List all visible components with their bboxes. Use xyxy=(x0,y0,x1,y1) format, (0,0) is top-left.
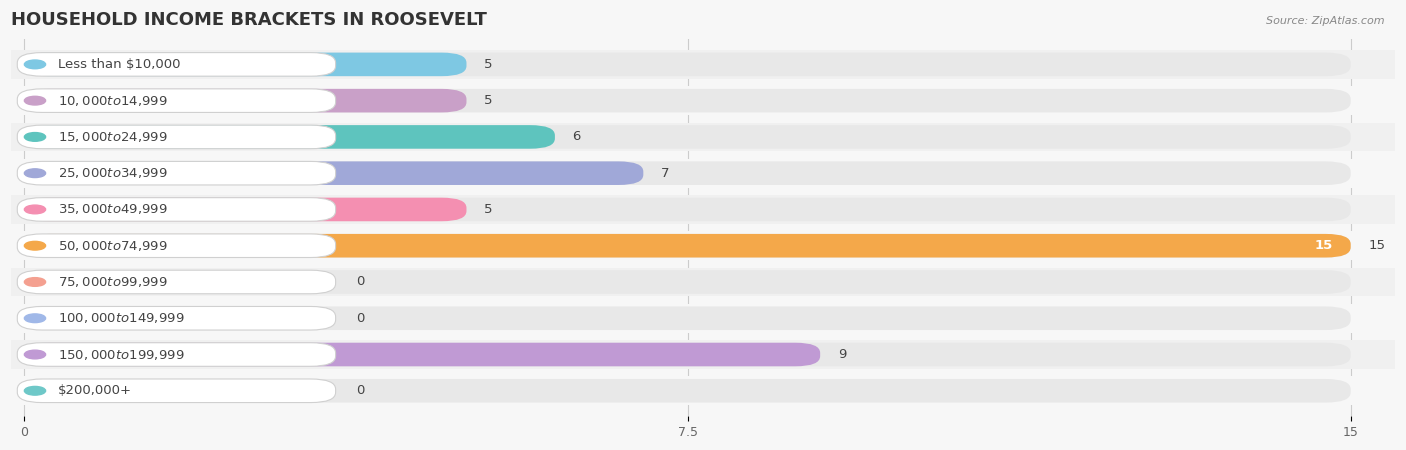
FancyBboxPatch shape xyxy=(17,53,336,76)
Text: 7: 7 xyxy=(661,166,669,180)
FancyBboxPatch shape xyxy=(17,270,336,294)
FancyBboxPatch shape xyxy=(24,198,1351,221)
Circle shape xyxy=(24,278,45,286)
Text: $100,000 to $149,999: $100,000 to $149,999 xyxy=(58,311,184,325)
Text: 9: 9 xyxy=(838,348,846,361)
FancyBboxPatch shape xyxy=(11,304,1395,333)
Circle shape xyxy=(24,60,45,69)
FancyBboxPatch shape xyxy=(11,195,1395,224)
FancyBboxPatch shape xyxy=(17,198,336,221)
FancyBboxPatch shape xyxy=(24,162,644,185)
Text: $35,000 to $49,999: $35,000 to $49,999 xyxy=(58,202,167,216)
Text: $10,000 to $14,999: $10,000 to $14,999 xyxy=(58,94,167,108)
Text: Source: ZipAtlas.com: Source: ZipAtlas.com xyxy=(1267,16,1385,26)
FancyBboxPatch shape xyxy=(11,86,1395,115)
FancyBboxPatch shape xyxy=(24,162,1351,185)
Text: 5: 5 xyxy=(484,94,492,107)
Text: $25,000 to $34,999: $25,000 to $34,999 xyxy=(58,166,167,180)
FancyBboxPatch shape xyxy=(24,270,1351,294)
Text: $150,000 to $199,999: $150,000 to $199,999 xyxy=(58,347,184,361)
FancyBboxPatch shape xyxy=(11,50,1395,79)
Text: Less than $10,000: Less than $10,000 xyxy=(58,58,180,71)
FancyBboxPatch shape xyxy=(24,306,1351,330)
FancyBboxPatch shape xyxy=(17,125,336,148)
FancyBboxPatch shape xyxy=(24,379,1351,403)
FancyBboxPatch shape xyxy=(24,198,467,221)
Text: 0: 0 xyxy=(356,275,364,288)
Text: 6: 6 xyxy=(572,130,581,144)
Circle shape xyxy=(24,387,45,395)
Text: 15: 15 xyxy=(1315,239,1333,252)
FancyBboxPatch shape xyxy=(24,343,820,366)
FancyBboxPatch shape xyxy=(11,159,1395,188)
Text: $50,000 to $74,999: $50,000 to $74,999 xyxy=(58,238,167,253)
FancyBboxPatch shape xyxy=(24,53,1351,76)
Text: 15: 15 xyxy=(1368,239,1385,252)
FancyBboxPatch shape xyxy=(24,234,1351,257)
FancyBboxPatch shape xyxy=(24,89,467,112)
Text: 0: 0 xyxy=(356,312,364,325)
Text: 0: 0 xyxy=(356,384,364,397)
Text: 5: 5 xyxy=(484,58,492,71)
FancyBboxPatch shape xyxy=(17,89,336,112)
Text: $15,000 to $24,999: $15,000 to $24,999 xyxy=(58,130,167,144)
FancyBboxPatch shape xyxy=(24,343,1351,366)
FancyBboxPatch shape xyxy=(11,231,1395,260)
Text: $75,000 to $99,999: $75,000 to $99,999 xyxy=(58,275,167,289)
FancyBboxPatch shape xyxy=(11,340,1395,369)
Text: 5: 5 xyxy=(484,203,492,216)
Circle shape xyxy=(24,314,45,323)
FancyBboxPatch shape xyxy=(17,343,336,366)
Circle shape xyxy=(24,96,45,105)
Circle shape xyxy=(24,241,45,250)
Circle shape xyxy=(24,169,45,178)
Text: HOUSEHOLD INCOME BRACKETS IN ROOSEVELT: HOUSEHOLD INCOME BRACKETS IN ROOSEVELT xyxy=(11,11,486,29)
FancyBboxPatch shape xyxy=(11,122,1395,151)
FancyBboxPatch shape xyxy=(17,306,336,330)
FancyBboxPatch shape xyxy=(24,89,1351,112)
FancyBboxPatch shape xyxy=(17,162,336,185)
FancyBboxPatch shape xyxy=(24,125,555,148)
FancyBboxPatch shape xyxy=(11,377,1395,405)
FancyBboxPatch shape xyxy=(17,234,336,257)
FancyBboxPatch shape xyxy=(24,53,467,76)
FancyBboxPatch shape xyxy=(11,268,1395,296)
Text: $200,000+: $200,000+ xyxy=(58,384,132,397)
FancyBboxPatch shape xyxy=(24,125,1351,148)
Circle shape xyxy=(24,133,45,141)
FancyBboxPatch shape xyxy=(24,234,1351,257)
Circle shape xyxy=(24,205,45,214)
FancyBboxPatch shape xyxy=(17,379,336,403)
Circle shape xyxy=(24,350,45,359)
